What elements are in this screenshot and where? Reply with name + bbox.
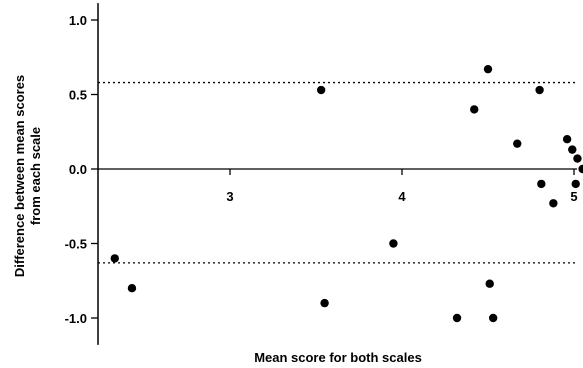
x-tick-label: 4 (398, 189, 406, 204)
data-point (316, 85, 326, 95)
data-point (485, 279, 494, 288)
x-tick-label: 3 (226, 189, 233, 204)
y-axis-title-line-2: from each scale (28, 127, 43, 225)
y-axis-title: Difference between mean scores from each… (12, 75, 43, 277)
data-point (470, 105, 479, 114)
y-tick-label: 1.0 (69, 13, 87, 28)
x-tick-label: 5 (570, 189, 577, 204)
data-point (562, 135, 572, 144)
data-point (568, 145, 577, 154)
data-point (535, 85, 544, 95)
y-tick-label: 0.0 (69, 162, 87, 177)
data-point (578, 164, 583, 174)
y-tick-label: -0.5 (65, 237, 87, 252)
y-axis-title-line-1: Difference between mean scores (12, 75, 27, 277)
data-point (110, 254, 119, 263)
x-axis-title: Mean score for both scales (254, 350, 422, 365)
y-tick-label: 0.5 (69, 88, 87, 103)
data-point (452, 313, 462, 323)
data-point (483, 64, 493, 74)
data-point (488, 313, 498, 323)
data-point (549, 199, 558, 208)
data-point (571, 179, 580, 189)
data-point (127, 284, 137, 293)
data-point (573, 154, 582, 163)
data-point (513, 139, 522, 148)
data-point (320, 298, 329, 308)
data-point (537, 179, 546, 189)
data-point (389, 239, 398, 248)
y-tick-label: -1.0 (65, 311, 87, 326)
